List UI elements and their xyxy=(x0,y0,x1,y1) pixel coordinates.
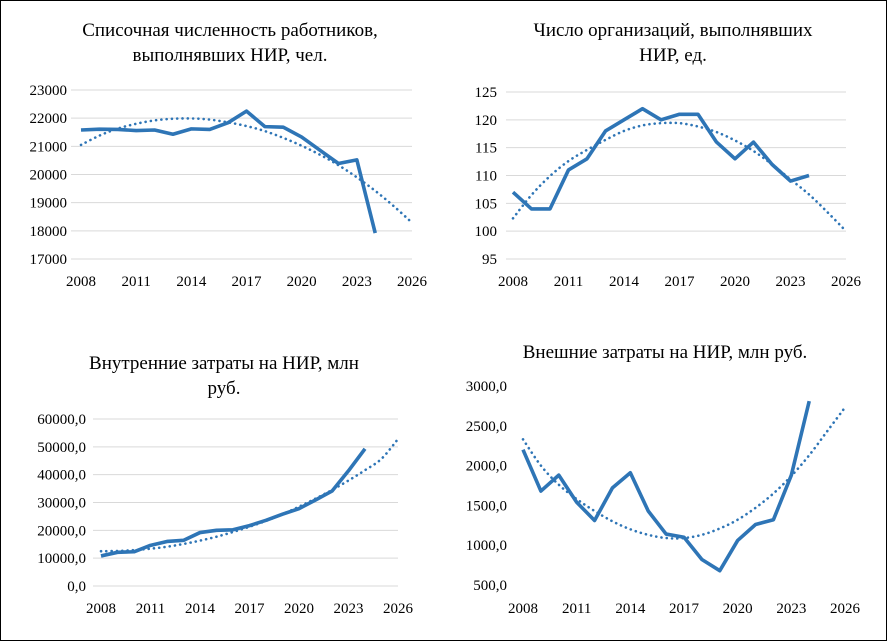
y-tick-label: 17000 xyxy=(30,252,68,268)
y-tick-label: 100 xyxy=(475,224,498,240)
y-tick-label: 10000,0 xyxy=(37,551,86,567)
y-tick-label: 23000 xyxy=(30,83,68,99)
x-tick-label: 2014 xyxy=(176,274,207,290)
x-tick-label: 2026 xyxy=(383,601,414,617)
y-tick-label: 20000,0 xyxy=(37,523,86,539)
data-line xyxy=(521,400,811,573)
y-tick-label: 1500,0 xyxy=(466,498,507,514)
x-tick-label: 2023 xyxy=(342,274,372,290)
x-tick-label: 2008 xyxy=(66,274,96,290)
x-tick-label: 2014 xyxy=(185,601,216,617)
x-tick-label: 2011 xyxy=(121,274,150,290)
x-tick-label: 2014 xyxy=(609,274,640,290)
y-tick-label: 125 xyxy=(475,85,498,101)
x-tick-label: 2026 xyxy=(397,274,428,290)
x-tick-label: 2017 xyxy=(232,274,263,290)
x-tick-label: 2017 xyxy=(669,601,700,617)
x-tick-label: 2023 xyxy=(334,601,364,617)
chart-title-line: руб. xyxy=(208,378,241,399)
data-line xyxy=(511,106,810,211)
y-tick-label: 500,0 xyxy=(473,578,507,594)
y-tick-label: 50000,0 xyxy=(37,440,86,456)
y-tick-label: 19000 xyxy=(30,196,68,212)
chart-title-line: Списочная численность работников, xyxy=(82,20,378,41)
x-tick-label: 2020 xyxy=(723,601,753,617)
chart-title-line: Внутренние затраты на НИР, млн xyxy=(89,353,359,374)
chart-title-line: Внешние затраты на НИР, млн руб. xyxy=(523,342,808,363)
x-tick-label: 2020 xyxy=(284,601,314,617)
x-tick-label: 2023 xyxy=(776,274,806,290)
trend-line xyxy=(79,117,414,224)
chart-title-line: НИР, ед. xyxy=(639,45,707,66)
y-tick-label: 120 xyxy=(475,113,498,129)
y-tick-label: 115 xyxy=(475,141,497,157)
y-tick-label: 2000,0 xyxy=(466,459,507,475)
x-tick-label: 2017 xyxy=(235,601,266,617)
x-tick-label: 2008 xyxy=(86,601,116,617)
y-tick-label: 22000 xyxy=(30,111,68,127)
x-tick-label: 2014 xyxy=(615,601,646,617)
x-tick-label: 2011 xyxy=(136,601,165,617)
x-tick-label: 2008 xyxy=(508,601,538,617)
data-line xyxy=(80,109,377,234)
x-tick-label: 2026 xyxy=(830,601,861,617)
y-tick-label: 20000 xyxy=(30,168,68,184)
x-tick-label: 2008 xyxy=(498,274,528,290)
trend-line xyxy=(511,121,848,233)
y-tick-label: 30000,0 xyxy=(37,496,86,512)
x-tick-label: 2011 xyxy=(554,274,583,290)
trend-line xyxy=(99,437,400,553)
x-tick-label: 2023 xyxy=(776,601,806,617)
y-tick-label: 2500,0 xyxy=(466,419,507,435)
y-tick-label: 3000,0 xyxy=(466,379,507,395)
y-tick-label: 18000 xyxy=(30,224,68,240)
y-tick-label: 0,0 xyxy=(67,579,86,595)
x-tick-label: 2017 xyxy=(665,274,696,290)
chart-title-line: выполнявших НИР, чел. xyxy=(133,45,328,66)
x-tick-label: 2020 xyxy=(720,274,750,290)
chart-title-line: Число организаций, выполнявших xyxy=(534,20,813,41)
x-tick-label: 2026 xyxy=(831,274,862,290)
y-tick-label: 110 xyxy=(475,169,497,185)
x-tick-label: 2020 xyxy=(287,274,317,290)
y-tick-label: 40000,0 xyxy=(37,468,86,484)
chart-1: Списочная численность работников, выполня… xyxy=(30,20,428,290)
y-tick-label: 105 xyxy=(475,196,498,212)
chart-3: Внутренние затраты на НИР, млн руб. 0,0 100… xyxy=(37,353,413,617)
y-tick-label: 60000,0 xyxy=(37,412,86,428)
y-tick-label: 21000 xyxy=(30,139,68,155)
y-tick-label: 1000,0 xyxy=(466,538,507,554)
chart-2: Число организаций, выполнявших НИР, ед. 95… xyxy=(475,20,862,290)
trend-line xyxy=(521,406,847,540)
y-tick-label: 95 xyxy=(482,252,497,268)
chart-4: Внешние затраты на НИР, млн руб. 500,0 100… xyxy=(466,342,861,617)
x-tick-label: 2011 xyxy=(562,601,591,617)
